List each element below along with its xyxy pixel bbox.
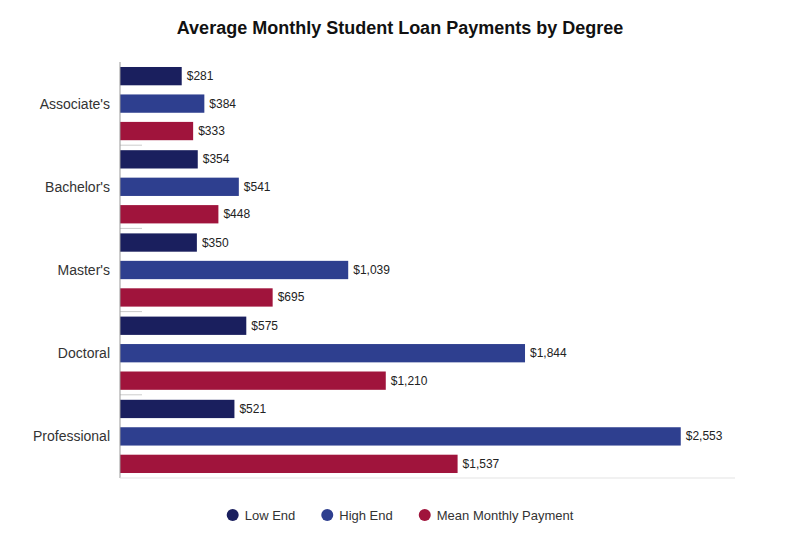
data-label: $1,844 <box>530 346 567 360</box>
bar <box>120 233 197 251</box>
group-separator <box>120 394 142 395</box>
bar <box>120 261 348 279</box>
background <box>0 0 800 553</box>
chart-svg: Average Monthly Student Loan Payments by… <box>0 0 800 553</box>
legend-item: Mean Monthly Payment <box>419 508 574 523</box>
data-label: $1,039 <box>353 263 390 277</box>
bar <box>120 317 246 335</box>
y-tick-label: Master's <box>58 262 110 278</box>
data-label: $521 <box>239 402 266 416</box>
legend-label: High End <box>339 508 392 523</box>
group-separator <box>120 228 142 229</box>
x-axis-line <box>120 478 735 479</box>
bar <box>120 400 234 418</box>
data-label: $384 <box>209 97 236 111</box>
y-tick-label: Doctoral <box>58 345 110 361</box>
data-label: $541 <box>244 180 271 194</box>
bar <box>120 372 386 390</box>
legend-item: Low End <box>227 508 296 523</box>
y-tick-label: Bachelor's <box>45 179 110 195</box>
legend: Low End High End Mean Monthly Payment <box>227 508 574 523</box>
data-labels: $281 $384 $333 $354 $541 $448 $350 $1,039 $695 $5… <box>187 69 723 471</box>
bar <box>120 288 273 306</box>
legend-marker <box>419 509 431 521</box>
group-separator <box>120 145 142 146</box>
bar <box>120 178 239 196</box>
data-label: $350 <box>202 236 229 250</box>
legend-label: Mean Monthly Payment <box>437 508 574 523</box>
data-label: $281 <box>187 69 214 83</box>
bar <box>120 67 182 85</box>
legend-marker <box>321 509 333 521</box>
data-label: $1,210 <box>391 374 428 388</box>
bar <box>120 427 681 445</box>
y-axis: Associate's Bachelor's Master's Doctoral Pro… <box>33 62 142 478</box>
bar <box>120 94 204 112</box>
bar <box>120 205 218 223</box>
legend-label: Low End <box>245 508 296 523</box>
data-label: $1,537 <box>463 457 500 471</box>
bar <box>120 122 193 140</box>
y-tick-label: Professional <box>33 428 110 444</box>
bars <box>120 67 681 473</box>
bar <box>120 150 198 168</box>
y-tick-label: Associate's <box>40 96 110 112</box>
data-label: $575 <box>251 319 278 333</box>
bar <box>120 344 525 362</box>
data-label: $2,553 <box>686 429 723 443</box>
data-label: $354 <box>203 152 230 166</box>
data-label: $448 <box>223 207 250 221</box>
chart-container: Average Monthly Student Loan Payments by… <box>0 0 800 553</box>
title: Average Monthly Student Loan Payments by… <box>177 18 623 38</box>
y-axis-line <box>120 62 121 478</box>
bar <box>120 455 458 473</box>
group-separator <box>120 311 142 312</box>
legend-item: High End <box>321 508 392 523</box>
legend-marker <box>227 509 239 521</box>
data-label: $695 <box>278 290 305 304</box>
data-label: $333 <box>198 124 225 138</box>
